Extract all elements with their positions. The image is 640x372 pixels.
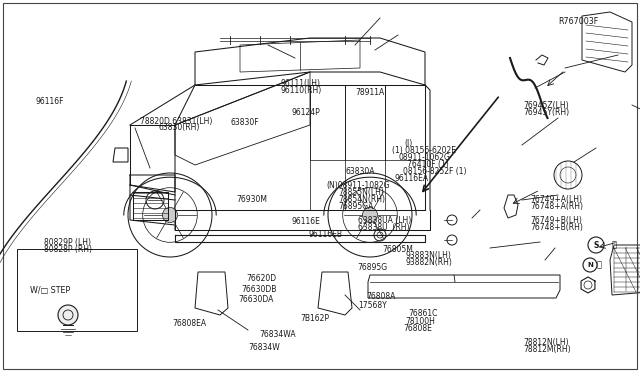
Text: (N)08911-1082G: (N)08911-1082G <box>326 181 390 190</box>
Text: Ⓢ: Ⓢ <box>611 241 616 250</box>
Text: 93883N(LH): 93883N(LH) <box>406 251 452 260</box>
Text: 76805M: 76805M <box>383 246 413 254</box>
Text: 78812N(LH): 78812N(LH) <box>524 338 569 347</box>
Text: 63830(RH): 63830(RH) <box>159 124 200 132</box>
Text: 76895GA: 76895GA <box>338 202 373 211</box>
Text: R767003F: R767003F <box>558 17 598 26</box>
Text: 76749+B(LH): 76749+B(LH) <box>530 217 582 225</box>
Text: 76808EA: 76808EA <box>173 319 207 328</box>
Circle shape <box>58 305 78 325</box>
Text: 76808E: 76808E <box>403 324 432 333</box>
Text: S: S <box>593 241 598 250</box>
Text: 76410F (1): 76410F (1) <box>407 160 449 169</box>
Text: 78820D 63831(LH): 78820D 63831(LH) <box>140 117 212 126</box>
Text: 93882N(RH): 93882N(RH) <box>406 258 452 267</box>
Circle shape <box>447 215 457 225</box>
Text: W/□ STEP: W/□ STEP <box>30 285 70 295</box>
Text: 96110(RH): 96110(RH) <box>280 86 321 95</box>
Text: (I): (I) <box>404 139 413 148</box>
Text: 76834W: 76834W <box>248 343 280 352</box>
Circle shape <box>362 208 378 222</box>
Text: 96111(LH): 96111(LH) <box>280 79 321 88</box>
Text: 78100H: 78100H <box>406 317 436 326</box>
Text: 96116EB: 96116EB <box>308 230 342 239</box>
Text: 76630DB: 76630DB <box>241 285 276 294</box>
Text: 7B162P: 7B162P <box>301 314 330 323</box>
Text: 17568Y: 17568Y <box>358 301 387 310</box>
Text: 08156-8252F (1): 08156-8252F (1) <box>403 167 467 176</box>
Text: 76749+A(LH): 76749+A(LH) <box>530 195 582 204</box>
Circle shape <box>163 208 177 222</box>
Text: 96116E: 96116E <box>292 217 321 226</box>
Text: 76930M: 76930M <box>237 195 268 204</box>
Text: 76945Z(LH): 76945Z(LH) <box>524 101 569 110</box>
Text: 76808A: 76808A <box>366 292 396 301</box>
Text: 78855N(LH): 78855N(LH) <box>338 188 384 197</box>
Text: 63838UA (LH): 63838UA (LH) <box>358 217 412 225</box>
FancyBboxPatch shape <box>17 249 137 331</box>
Text: 96116EA: 96116EA <box>395 174 429 183</box>
Text: 78854N(RH): 78854N(RH) <box>338 195 385 204</box>
Text: 76620D: 76620D <box>246 274 276 283</box>
Text: 63838U  (RH): 63838U (RH) <box>358 223 410 232</box>
Text: (1) 08156-6202E: (1) 08156-6202E <box>392 146 456 155</box>
Text: 96116F: 96116F <box>35 97 64 106</box>
Text: 76895G: 76895G <box>357 263 387 272</box>
Circle shape <box>447 235 457 245</box>
Text: 76630DA: 76630DA <box>239 295 274 304</box>
Text: 78812M(RH): 78812M(RH) <box>524 345 571 354</box>
Text: 76748+B(RH): 76748+B(RH) <box>530 223 583 232</box>
Text: 76748+A(RH): 76748+A(RH) <box>530 202 583 211</box>
Circle shape <box>583 258 597 272</box>
Text: 80828P (RH): 80828P (RH) <box>44 246 92 254</box>
Text: 96124P: 96124P <box>292 108 321 117</box>
Text: 76834WA: 76834WA <box>259 330 296 339</box>
Circle shape <box>588 237 604 253</box>
Text: 76861C: 76861C <box>408 310 438 318</box>
Text: 63830A: 63830A <box>346 167 375 176</box>
Text: 78911A: 78911A <box>355 88 385 97</box>
Text: Ⓝ: Ⓝ <box>596 260 602 269</box>
Text: 76945Y(RH): 76945Y(RH) <box>524 108 570 117</box>
Text: 80829P (LH): 80829P (LH) <box>44 238 90 247</box>
Text: 08911-1062G: 08911-1062G <box>398 153 450 162</box>
Text: N: N <box>587 262 593 268</box>
Text: 63830F: 63830F <box>230 118 259 126</box>
